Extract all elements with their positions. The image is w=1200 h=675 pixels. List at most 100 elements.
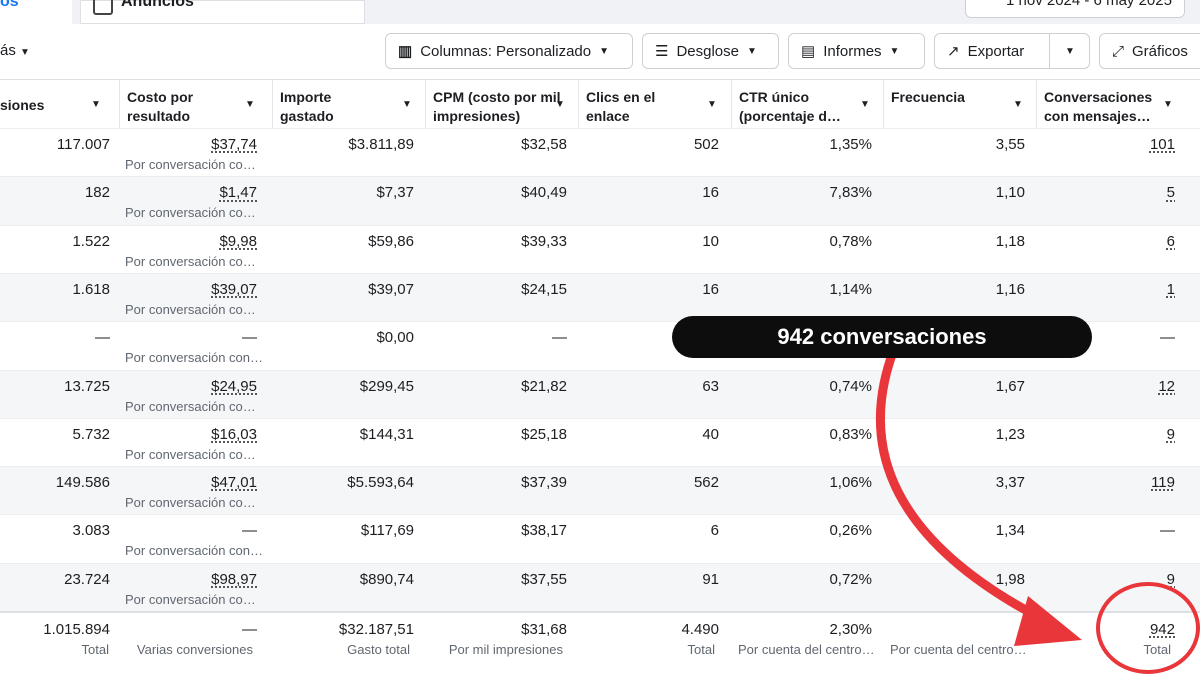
tab-label: Anuncios bbox=[121, 0, 194, 10]
cell: — bbox=[242, 522, 257, 540]
sort-icon: ▼ bbox=[91, 99, 101, 110]
label: Columnas: Personalizado bbox=[420, 42, 592, 60]
cell: 91 bbox=[702, 570, 719, 588]
label: Informes bbox=[823, 42, 882, 60]
total-value: 4.490 bbox=[681, 621, 719, 638]
breakdown-button[interactable]: ☰ Desglose ▼ bbox=[642, 33, 779, 69]
cell: 101 bbox=[1149, 136, 1175, 153]
cell: — bbox=[1160, 329, 1175, 347]
cell-note: Por conversación co… bbox=[125, 398, 256, 414]
cell: $9,98 bbox=[219, 232, 257, 250]
columns-button[interactable]: ▥ Columnas: Personalizado ▼ bbox=[385, 33, 633, 69]
tab[interactable] bbox=[80, 0, 365, 24]
cell: 6 bbox=[1166, 232, 1175, 250]
cell: 1.522 bbox=[72, 232, 110, 250]
column-header: siones bbox=[0, 97, 45, 113]
date-picker[interactable]: 1 nov 2024 - 6 may 2025 bbox=[965, 0, 1185, 18]
sort-icon: ▼ bbox=[245, 99, 255, 110]
cell: 1 bbox=[1166, 280, 1175, 298]
cell: 1.618 bbox=[72, 280, 110, 298]
cell: 5.732 bbox=[72, 425, 110, 443]
total-label: Por cuenta del centro… bbox=[890, 642, 1027, 657]
cell: 0,26% bbox=[829, 522, 872, 540]
cell: $37,39 bbox=[521, 474, 567, 492]
cell: 1,34 bbox=[995, 522, 1025, 540]
cell: $39,33 bbox=[521, 232, 567, 250]
column-header: Importe gastado bbox=[280, 89, 334, 124]
cell: 149.586 bbox=[55, 474, 110, 492]
cell: $1,47 bbox=[219, 184, 257, 202]
column-divider bbox=[425, 80, 426, 128]
row bbox=[0, 272, 1200, 322]
checkbox[interactable] bbox=[93, 0, 113, 15]
export-button[interactable]: ↗ Exportar ▼ bbox=[934, 33, 1090, 69]
cell: — bbox=[552, 329, 567, 347]
cell: $299,45 bbox=[359, 377, 414, 395]
column-header: Costo por resultado bbox=[127, 89, 194, 124]
cell: 0,78% bbox=[829, 232, 872, 250]
total-value: 1.015.894 bbox=[43, 621, 110, 638]
tab-label: os bbox=[0, 0, 19, 10]
cell: $7,37 bbox=[376, 184, 414, 202]
cell: 9 bbox=[1166, 570, 1175, 588]
cell: 1,98 bbox=[995, 570, 1025, 588]
total-value: $31,68 bbox=[521, 621, 567, 638]
total-value: $32.187,51 bbox=[338, 621, 414, 638]
cell: $24,15 bbox=[521, 280, 567, 298]
total-label: Total bbox=[1143, 642, 1171, 657]
reports-button[interactable]: ▤ Informes ▼ bbox=[788, 33, 925, 69]
cell: 16 bbox=[702, 280, 719, 298]
cell: 502 bbox=[693, 136, 719, 153]
total-label: Varias conversiones bbox=[136, 642, 253, 657]
cell: $890,74 bbox=[359, 570, 414, 588]
charts-button[interactable]: ⤢ Gráficos bbox=[1099, 33, 1200, 69]
column-header: Clics en el enlace bbox=[586, 89, 656, 124]
cell: 182 bbox=[84, 184, 110, 202]
cell-note: Por conversación co… bbox=[125, 591, 256, 607]
total-label: Por mil impresiones bbox=[448, 642, 563, 657]
cell-note: Por conversación co… bbox=[125, 495, 256, 511]
cell: 562 bbox=[693, 474, 719, 492]
cell-note: Por conversación co… bbox=[125, 157, 256, 172]
cell: $32,58 bbox=[521, 136, 567, 153]
cell: 0,74% bbox=[829, 377, 872, 395]
cell: 7,83% bbox=[829, 184, 872, 202]
cell-note: Por conversación co… bbox=[125, 205, 256, 221]
cell: $24,95 bbox=[211, 377, 257, 395]
view-more[interactable]: ás ▼ bbox=[0, 42, 30, 59]
tab[interactable] bbox=[0, 0, 72, 24]
column-header: Conversaciones con mensajes… bbox=[1044, 89, 1153, 124]
cell: $39,07 bbox=[211, 280, 257, 298]
cell: $5.593,64 bbox=[347, 474, 414, 492]
cell: 63 bbox=[702, 377, 719, 395]
sort-icon: ▼ bbox=[555, 99, 565, 110]
label: Gráficos bbox=[1132, 42, 1188, 60]
label: Exportar bbox=[967, 42, 1025, 60]
cell: 10 bbox=[702, 232, 719, 250]
cell: 119 bbox=[1151, 474, 1175, 492]
cell: $0,00 bbox=[376, 329, 414, 347]
cell: 13.725 bbox=[64, 377, 110, 395]
total-label: Gasto total bbox=[347, 642, 410, 657]
cell: — bbox=[1160, 522, 1175, 540]
cell-note: Por conversación co… bbox=[125, 446, 256, 462]
column-divider bbox=[272, 80, 273, 128]
cell: 6 bbox=[710, 522, 719, 540]
cell: $37,55 bbox=[521, 570, 567, 588]
total-value: 942 bbox=[1149, 621, 1175, 638]
cell: 9 bbox=[1166, 425, 1175, 443]
cell: 1,18 bbox=[995, 232, 1025, 250]
row bbox=[0, 176, 1200, 225]
cell: 3.083 bbox=[72, 522, 110, 540]
row bbox=[0, 128, 1200, 177]
total-value: — bbox=[242, 621, 257, 638]
sort-icon: ▼ bbox=[402, 99, 412, 110]
cell: $47,01 bbox=[211, 474, 257, 492]
cell: 1,06% bbox=[829, 474, 872, 492]
cell: $39,07 bbox=[368, 280, 414, 298]
cell: $98,97 bbox=[211, 570, 257, 588]
cell: $37,74 bbox=[211, 136, 257, 153]
cell: $38,17 bbox=[521, 522, 567, 540]
